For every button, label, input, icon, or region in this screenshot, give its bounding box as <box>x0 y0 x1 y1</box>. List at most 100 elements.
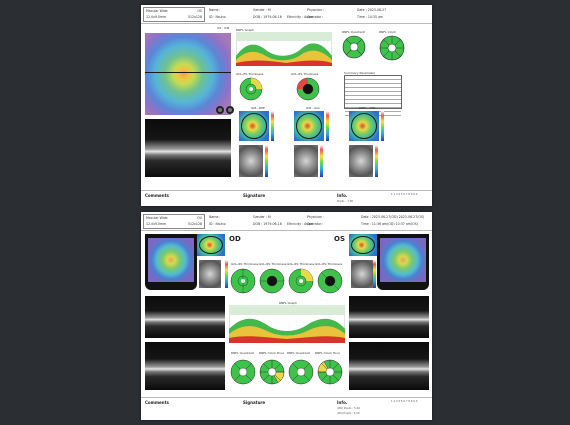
thickness-graph-label: RNFL Graph <box>236 28 254 32</box>
oct-bscan-od-2[interactable] <box>145 342 225 390</box>
scan-size: 12.0x9.0mm <box>146 15 167 19</box>
gcl-label-3: GCL-IPL Thickness <box>287 262 315 266</box>
oct-bscan-od[interactable] <box>145 296 225 338</box>
color-scale-1 <box>271 111 274 141</box>
patient-ethnicity: Ethnicity : Asian <box>287 222 313 226</box>
map-label-3: RNFL - ONL <box>359 106 376 110</box>
deviation-map-os[interactable] <box>351 260 373 288</box>
patient-name: Name : <box>209 215 221 219</box>
rnfl-graph-label: RNFL Graph <box>279 301 297 305</box>
patient-ethnicity: Ethnicity : Asian <box>287 15 313 19</box>
comments-label: Comments <box>145 193 169 198</box>
patient-id: ID : Nsuho <box>209 222 226 226</box>
scan-resolution: 512x128 <box>187 222 202 226</box>
color-scale-3 <box>381 111 384 141</box>
info-label: Info. <box>337 400 348 405</box>
operator: Operator : <box>307 15 324 19</box>
exam-time: Time : 11:36 am(OD) 10:37 am(OS) <box>361 222 418 226</box>
oct-bscan-1[interactable] <box>145 119 231 177</box>
report-both-eyes[interactable]: Macular Wide OU 12.0x9.0mm 512x128 Name … <box>141 212 432 420</box>
oct-bscan-os[interactable] <box>349 296 429 338</box>
quad-label-4: RNFL Clock Hour <box>315 351 341 355</box>
color-scale-2 <box>326 111 329 141</box>
dev-scale-2 <box>320 145 323 177</box>
summary-label: Summary Parameter <box>344 71 376 75</box>
patient-dob: DOB : 1979-06-16 <box>253 222 282 226</box>
eye-label: OU <box>197 216 202 220</box>
info-value-od: (OD) PupilL : 5.40 <box>337 407 360 410</box>
info-value-os: (OS) PupilL : 5.20 <box>337 412 360 415</box>
map-label-2: ILM - GCL <box>306 106 321 110</box>
info-label: Info. <box>337 193 348 198</box>
report-footer: Comments Signature Info. (OD) PupilL : 5… <box>141 397 432 420</box>
os-label: OS <box>334 235 345 243</box>
fundus-label: OS - ILM <box>217 26 230 30</box>
quad-label-2: RNFL Clock Hour <box>259 351 285 355</box>
report-footer: Comments Signature Info. PupilL : 7.00 1… <box>141 190 432 206</box>
deviation-map-od[interactable] <box>199 260 221 288</box>
summary-table <box>344 75 402 116</box>
scan-type: Macular Wide <box>146 216 168 220</box>
patient-gender: Gender : M <box>253 215 271 219</box>
thickness-map-3[interactable] <box>349 111 379 141</box>
rnfl-quadrant-charts <box>230 359 343 385</box>
scan-info-box: Macular Wide OU 12.0x9.0mm 512x128 <box>143 214 205 229</box>
scan-size: 12.0x9.0mm <box>146 222 167 226</box>
rnfl-graph <box>229 305 345 343</box>
gcl-thickness-chart-2 <box>296 77 320 101</box>
rnfl-clock-chart <box>379 35 405 61</box>
gcl-thickness-label-os: GCL-IPL Thickness <box>291 72 319 76</box>
deviation-map-1[interactable] <box>239 145 263 177</box>
scan-type: Macular Wide <box>146 9 168 13</box>
gcl-label-2: GCL-IPL Thickness <box>259 262 287 266</box>
dev-scale-od <box>225 260 228 288</box>
gcl-thickness-label-od: GCL-IPL Thickness <box>236 72 264 76</box>
rnfl-quadrant-label: RNFL Quadrant <box>342 30 365 34</box>
settings-icon[interactable] <box>226 106 234 114</box>
fundus-panel-os <box>377 234 429 290</box>
report-header: Macular Wide OS 12.0x9.0mm 512x128 Name … <box>141 5 432 24</box>
thickness-map-os[interactable] <box>349 234 377 256</box>
report-header: Macular Wide OU 12.0x9.0mm 512x128 Name … <box>141 212 432 231</box>
operator: Operator : <box>307 222 324 226</box>
thickness-map-od[interactable] <box>197 234 225 256</box>
physician: Physician : <box>307 8 325 12</box>
thickness-map-1[interactable] <box>239 111 269 141</box>
oct-bscan-os-2[interactable] <box>349 342 429 390</box>
report-single-eye[interactable]: Macular Wide OS 12.0x9.0mm 512x128 Name … <box>141 5 432 206</box>
scan-info-box: Macular Wide OS 12.0x9.0mm 512x128 <box>143 7 205 22</box>
dev-scale-os <box>373 260 376 288</box>
patient-gender: Gender : M <box>253 8 271 12</box>
serial-number: 1 2 3 4 5 6 7 8 9 0 0 <box>391 400 418 403</box>
od-label: OD <box>229 235 241 243</box>
dev-scale-3 <box>375 145 378 177</box>
patient-id: ID : Nsuho <box>209 15 226 19</box>
rnfl-thickness-graph <box>236 32 332 66</box>
physician: Physician : <box>307 215 325 219</box>
deviation-map-3[interactable] <box>349 145 373 177</box>
patient-dob: DOB : 1979-06-16 <box>253 15 282 19</box>
thickness-map-2[interactable] <box>294 111 324 141</box>
fundus-map-os[interactable] <box>380 238 426 282</box>
serial-number: 1 2 3 4 5 6 7 8 9 0 0 <box>391 193 418 196</box>
exam-date: Date : 2023-06-27(OD) 2023-06-27(OS) <box>361 215 425 219</box>
gcl-label-4: GCL-IPL Thickness <box>315 262 343 266</box>
exam-date: Date : 2023-06-27 <box>357 8 387 12</box>
info-value: PupilL : 7.00 <box>337 200 353 203</box>
exam-time: Time : 10:35 am <box>357 15 384 19</box>
gcl-label-1: GCL-IPL Thickness <box>231 262 259 266</box>
rnfl-quadrant-chart <box>342 35 366 59</box>
comments-label: Comments <box>145 400 169 405</box>
signature-label: Signature <box>243 193 266 198</box>
fundus-thickness-map[interactable] <box>145 33 231 115</box>
gcl-thickness-chart-1 <box>239 77 263 101</box>
gcl-thickness-charts <box>230 268 343 294</box>
zoom-icon[interactable] <box>216 106 224 114</box>
fundus-panel-od <box>145 234 197 290</box>
rnfl-clock-label: RNFL Clock <box>379 30 396 34</box>
deviation-map-2[interactable] <box>294 145 318 177</box>
scan-resolution: 512x128 <box>187 15 202 19</box>
fundus-map-od[interactable] <box>148 238 194 282</box>
eye-label: OS <box>197 9 202 13</box>
quad-label-1: RNFL Quadrant <box>231 351 254 355</box>
